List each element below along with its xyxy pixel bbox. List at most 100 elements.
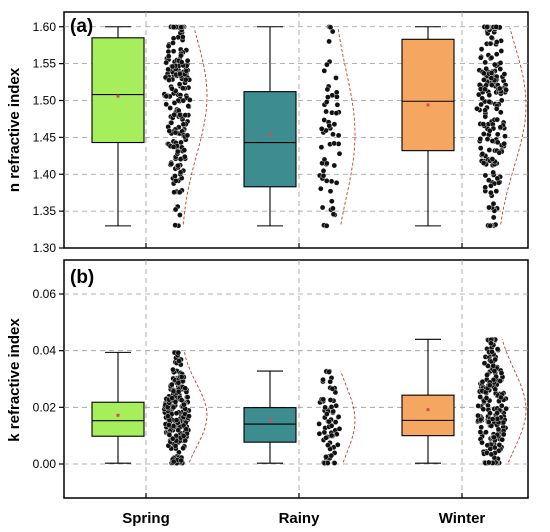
data-point (321, 429, 328, 436)
data-point (184, 57, 191, 64)
data-point (327, 188, 334, 194)
data-point (330, 205, 336, 212)
data-point (178, 374, 185, 380)
data-point (317, 185, 324, 192)
data-point (172, 399, 179, 405)
data-point (488, 340, 494, 347)
data-point (482, 86, 488, 93)
data-point (328, 422, 335, 429)
data-point (320, 172, 327, 179)
data-point (180, 433, 187, 439)
data-point (326, 38, 332, 45)
data-point (330, 131, 336, 138)
data-point (175, 379, 182, 386)
data-point (494, 175, 501, 182)
data-point (481, 360, 488, 367)
data-point (172, 443, 179, 449)
data-point (163, 101, 169, 108)
data-point (328, 452, 335, 459)
data-point (333, 110, 340, 116)
data-point (178, 59, 185, 66)
data-point (172, 222, 178, 228)
panel-a-points (161, 23, 509, 229)
data-point (175, 427, 181, 433)
data-point (486, 92, 493, 98)
y-tick-label: 1.60 (33, 20, 57, 34)
data-point (176, 358, 182, 364)
data-point (331, 121, 338, 127)
data-point (170, 144, 177, 150)
data-point (486, 204, 492, 211)
data-point (500, 431, 507, 438)
data-point (327, 397, 334, 403)
data-point (177, 212, 183, 218)
data-point (175, 388, 182, 395)
data-point (327, 24, 334, 31)
data-point (173, 410, 180, 417)
data-point (492, 356, 499, 363)
data-point (320, 167, 327, 174)
data-point (175, 349, 182, 356)
data-point (326, 369, 332, 375)
data-point (488, 70, 495, 76)
data-point (170, 388, 177, 395)
box-winter (401, 26, 455, 227)
data-point (474, 105, 480, 112)
data-point (180, 121, 187, 128)
data-point (323, 434, 329, 441)
data-point (477, 394, 484, 400)
data-point (493, 24, 500, 30)
panel-b-y-axis-title: k refractive index (6, 318, 23, 442)
data-point (501, 140, 508, 147)
data-point (323, 222, 330, 229)
data-point (179, 34, 186, 40)
data-point (186, 97, 193, 103)
data-point (323, 454, 329, 460)
data-point (181, 153, 188, 160)
fit-curve-spring (182, 27, 208, 225)
panel-b-grid (64, 260, 528, 498)
iqr-box (243, 91, 297, 188)
data-point (322, 404, 328, 411)
panel-a-label: (a) (70, 16, 93, 37)
data-point (494, 410, 501, 416)
y-tick-label: 1.35 (33, 204, 57, 218)
data-point (480, 131, 487, 137)
data-point (497, 109, 504, 116)
data-point (480, 160, 487, 166)
data-point (334, 441, 341, 448)
data-point (177, 156, 184, 162)
data-point (325, 94, 331, 100)
iqr-box (91, 401, 145, 437)
category-label-rainy: Rainy (279, 510, 321, 527)
data-point (328, 432, 335, 439)
data-point (334, 102, 341, 108)
y-tick-label: 1.30 (33, 241, 57, 255)
y-tick-label: 1.50 (33, 94, 57, 108)
panel-b-label: (b) (70, 267, 94, 288)
data-point (324, 61, 330, 68)
data-point (175, 162, 181, 169)
data-point (172, 206, 179, 213)
data-point (483, 429, 489, 436)
data-point (488, 54, 495, 61)
data-point (488, 182, 494, 189)
data-point (323, 108, 329, 115)
data-point (485, 459, 492, 466)
y-tick-label: 1.40 (33, 167, 57, 181)
data-point (178, 24, 184, 31)
box-winter (401, 338, 455, 464)
data-point (323, 160, 330, 167)
data-point (170, 458, 177, 465)
data-point (166, 422, 172, 428)
data-point (165, 66, 171, 73)
data-point (170, 24, 177, 30)
data-point (493, 188, 500, 194)
data-point (167, 105, 173, 111)
x-category-labels: Spring Rainy Winter (122, 510, 485, 527)
data-point (490, 214, 497, 221)
fit-curve-winter (500, 27, 527, 225)
data-point (178, 52, 184, 59)
data-point (168, 161, 175, 167)
